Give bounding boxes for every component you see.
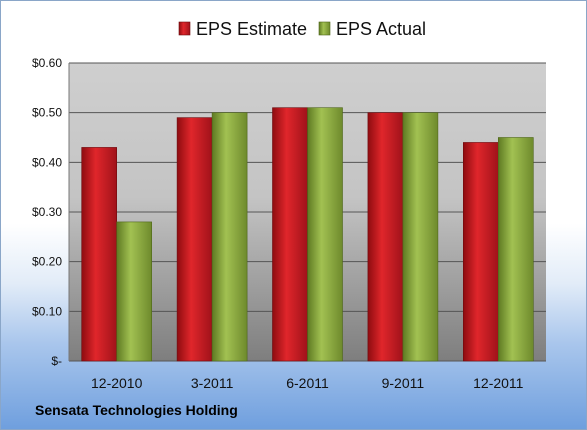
actual-bar	[497, 137, 534, 362]
y-tick-label: $0.20	[32, 255, 62, 269]
legend-estimate-label: EPS Estimate	[196, 19, 307, 39]
legend-estimate-swatch	[178, 21, 191, 36]
estimate-bar	[367, 112, 404, 362]
estimate-bar	[272, 107, 308, 362]
estimate-bar	[81, 147, 117, 362]
y-tick-label: $0.30	[32, 205, 62, 219]
actual-bar	[307, 107, 343, 362]
actual-bar	[116, 221, 152, 362]
estimate-bar	[462, 142, 499, 362]
y-tick-label: $0.40	[32, 155, 62, 169]
x-category-label: 3-2011	[191, 375, 234, 391]
x-category-label: 6-2011	[286, 375, 329, 391]
y-tick-label: $-	[51, 354, 62, 368]
legend-actual-swatch	[318, 21, 331, 36]
legend-actual-label: EPS Actual	[336, 19, 426, 39]
x-category-label: 12-2011	[473, 375, 524, 391]
y-tick-label: $0.50	[32, 106, 62, 120]
actual-bar	[211, 112, 248, 362]
y-tick-label: $0.60	[32, 56, 62, 70]
y-tick-label: $0.10	[32, 304, 62, 318]
company-name: Sensata Technologies Holding	[35, 402, 238, 418]
x-category-label: 9-2011	[382, 375, 425, 391]
x-category-label: 12-2010	[91, 375, 143, 391]
estimate-bar	[176, 117, 213, 362]
actual-bar	[402, 112, 439, 362]
